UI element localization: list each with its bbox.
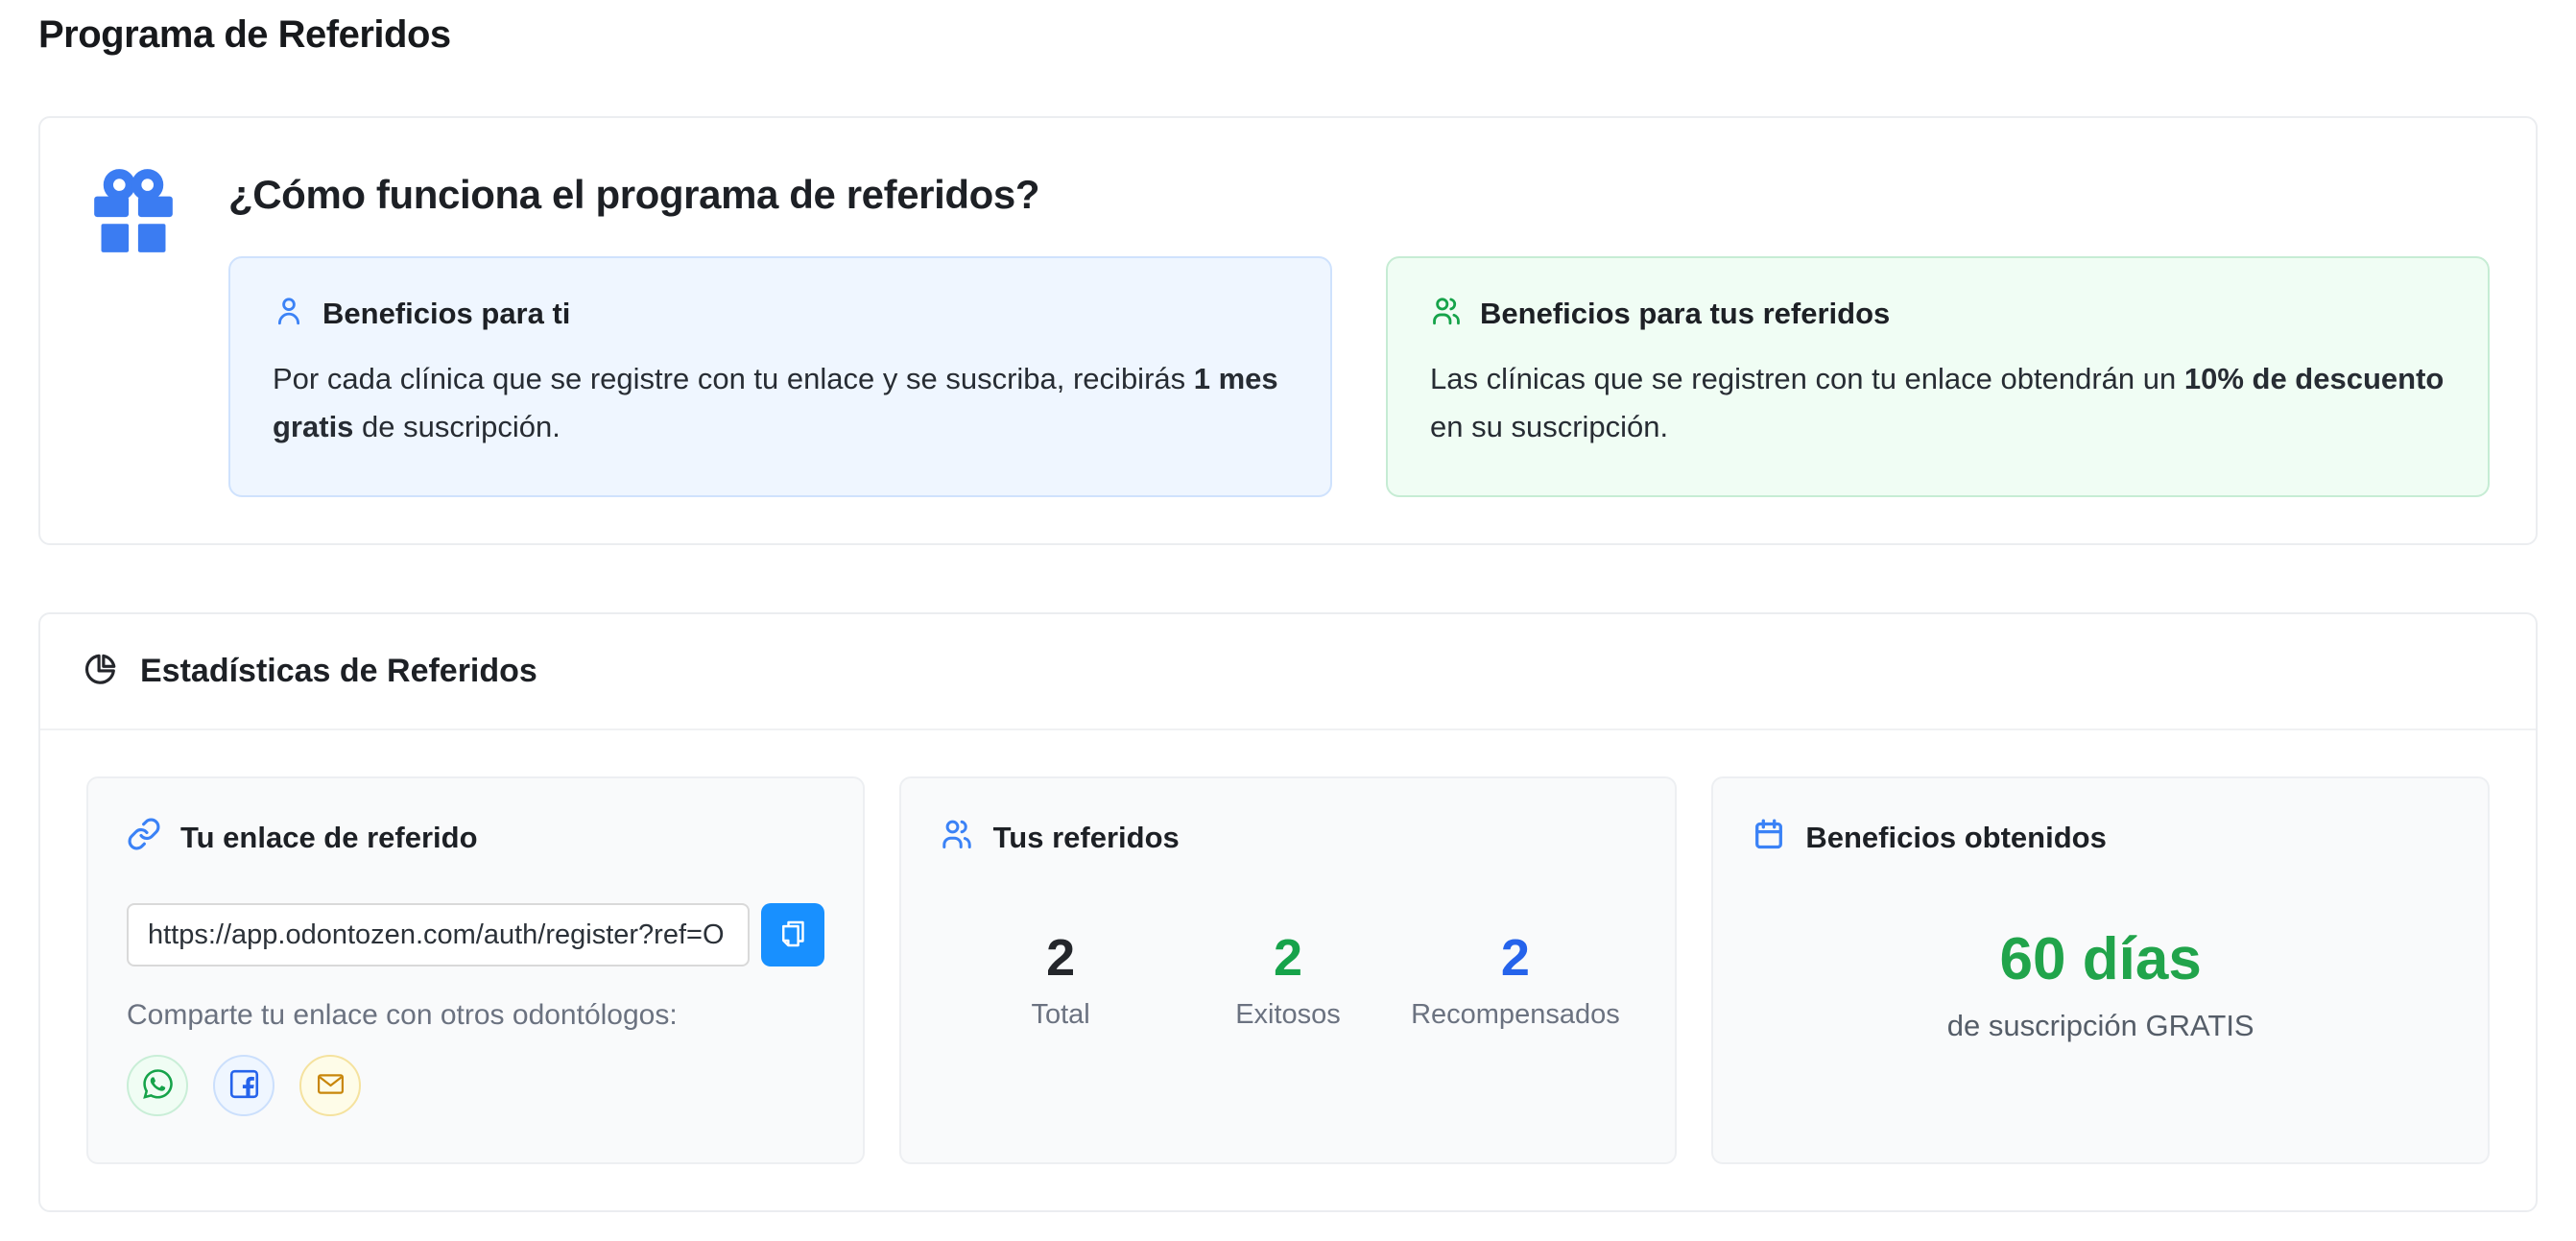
- benefit-for-you-text: Por cada clínica que se registre con tu …: [273, 362, 1278, 443]
- stat-rewarded-value: 2: [1500, 929, 1530, 987]
- stat-total: 2 Total: [947, 932, 1175, 1031]
- whatsapp-icon: [141, 1067, 175, 1104]
- stat-successful-value: 2: [1273, 929, 1303, 987]
- page-title: Programa de Referidos: [38, 13, 451, 56]
- users-icon: [1430, 295, 1463, 332]
- calendar-icon: [1752, 817, 1786, 859]
- benefit-for-you-box: Beneficios para ti Por cada clínica que …: [228, 256, 1332, 497]
- benefits-obtained-subcard: Beneficios obtenidos 60 días de suscripc…: [1711, 776, 2491, 1164]
- share-whatsapp-button[interactable]: [127, 1055, 188, 1116]
- benefit-for-referrals-box: Beneficios para tus referidos Las clínic…: [1386, 256, 2490, 497]
- users-icon: [940, 817, 974, 859]
- benefit-for-referrals-title: Beneficios para tus referidos: [1480, 296, 1891, 330]
- stats-header: Estadísticas de Referidos: [40, 614, 2536, 730]
- user-icon: [273, 295, 305, 332]
- your-referrals-title: Tus referidos: [992, 821, 1180, 854]
- copy-icon: [775, 917, 810, 954]
- stat-rewarded-label: Recompensados: [1411, 999, 1620, 1030]
- share-email-button[interactable]: [299, 1055, 361, 1116]
- stat-successful-label: Exitosos: [1235, 999, 1341, 1030]
- stat-successful: 2 Exitosos: [1175, 932, 1402, 1031]
- benefit-for-you-title: Beneficios para ti: [322, 296, 571, 330]
- benefit-for-referrals-text: Las clínicas que se registren con tu enl…: [1430, 362, 2445, 443]
- pie-chart-icon: [83, 651, 119, 692]
- stats-heading: Estadísticas de Referidos: [140, 653, 537, 689]
- benefit-days-value: 60 días: [1999, 926, 2202, 992]
- referral-link-subcard: Tu enlace de referido Com: [86, 776, 865, 1164]
- share-label: Comparte tu enlace con otros odontólogos…: [127, 999, 678, 1031]
- benefit-days-caption: de suscripción GRATIS: [1946, 1009, 2254, 1042]
- stat-rewarded: 2 Recompensados: [1401, 932, 1629, 1031]
- copy-link-button[interactable]: [760, 903, 824, 967]
- facebook-icon: [227, 1067, 261, 1104]
- how-it-works-heading: ¿Cómo funciona el programa de referidos?: [228, 172, 1040, 217]
- referral-link-title: Tu enlace de referido: [180, 821, 478, 854]
- how-it-works-card: ¿Cómo funciona el programa de referidos?…: [38, 116, 2538, 545]
- share-facebook-button[interactable]: [213, 1055, 274, 1116]
- gift-icon: [86, 164, 180, 260]
- benefits-obtained-title: Beneficios obtenidos: [1805, 821, 2107, 854]
- your-referrals-subcard: Tus referidos 2 Total 2 Exitosos 2 Recom…: [898, 776, 1678, 1164]
- mail-icon: [314, 1067, 347, 1104]
- link-icon: [127, 817, 161, 859]
- referral-stats-card: Estadísticas de Referidos Tu enlace de r…: [38, 612, 2538, 1212]
- stat-total-label: Total: [1031, 999, 1090, 1030]
- stat-total-value: 2: [1046, 929, 1076, 987]
- referral-link-input[interactable]: [127, 903, 750, 967]
